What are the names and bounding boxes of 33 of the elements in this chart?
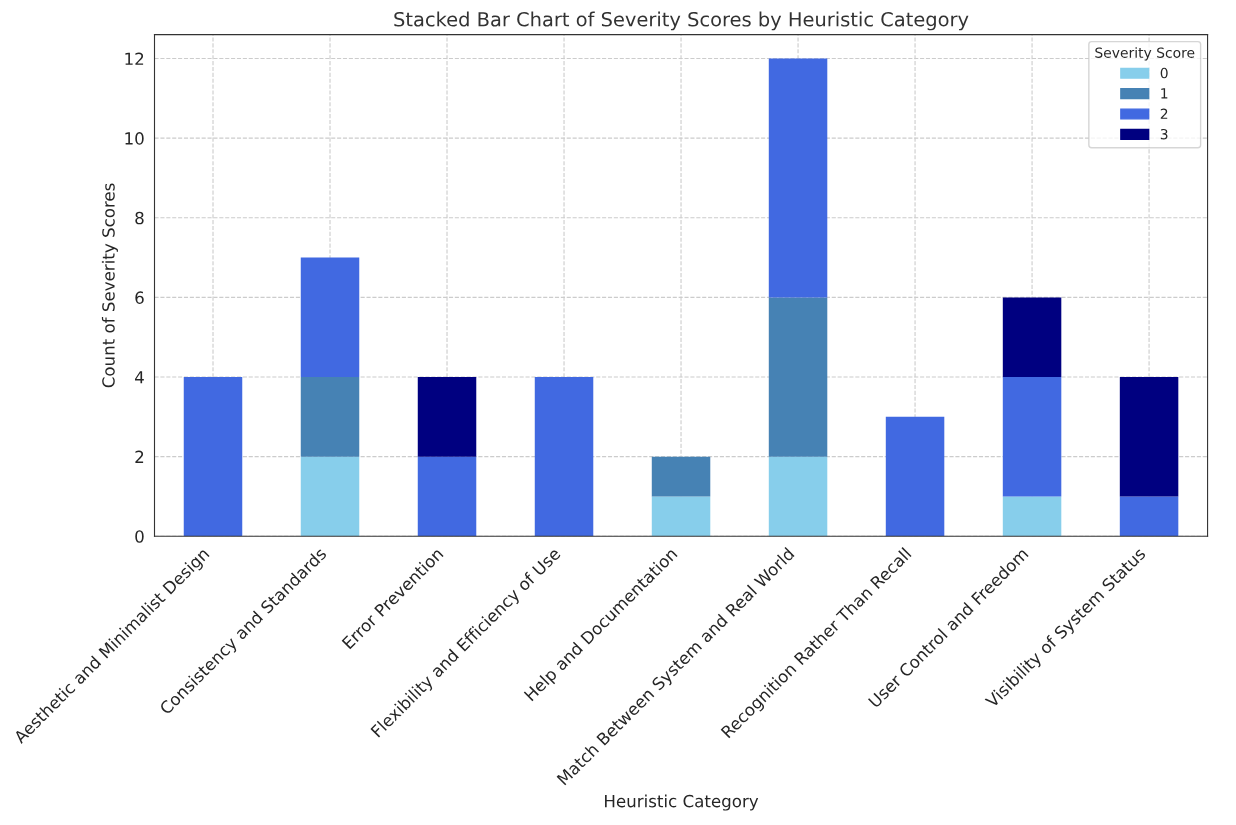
bar: [183, 377, 243, 537]
x-axis-title: Heuristic Category: [605, 794, 759, 811]
bar: [300, 257, 360, 378]
bar: [417, 456, 477, 537]
bar: [1119, 377, 1179, 497]
bar: [651, 496, 711, 537]
legend-title: Severity Score: [1095, 47, 1195, 61]
bar: [885, 416, 945, 537]
bar: [1002, 496, 1062, 537]
y-tick-label: 10: [125, 132, 144, 145]
y-tick-label: 8: [135, 211, 144, 225]
bar: [768, 297, 828, 457]
y-tick-label: 2: [135, 450, 144, 463]
bar: [1002, 297, 1062, 378]
y-tick-label: 6: [135, 291, 144, 304]
bar: [534, 377, 594, 537]
y-tick-label: 0: [135, 530, 144, 543]
bar: [1119, 496, 1179, 537]
y-axis-title: Count of Severity Scores: [101, 183, 119, 388]
bar: [1002, 377, 1062, 497]
chart-title: Stacked Bar Chart of Severity Scores by Heuristic Category: [394, 11, 969, 31]
bar: [300, 377, 360, 457]
y-tick-label: 12: [125, 52, 144, 65]
legend-label: 1: [1161, 88, 1168, 99]
legend-label: 3: [1160, 128, 1168, 140]
bar: [300, 456, 360, 537]
legend-label: 0: [1160, 67, 1168, 79]
bar: [768, 58, 828, 298]
bar: [768, 456, 828, 537]
bar: [417, 377, 477, 457]
bar: [651, 456, 711, 497]
legend-label: 2: [1160, 108, 1168, 119]
y-tick-label: 4: [134, 371, 144, 384]
